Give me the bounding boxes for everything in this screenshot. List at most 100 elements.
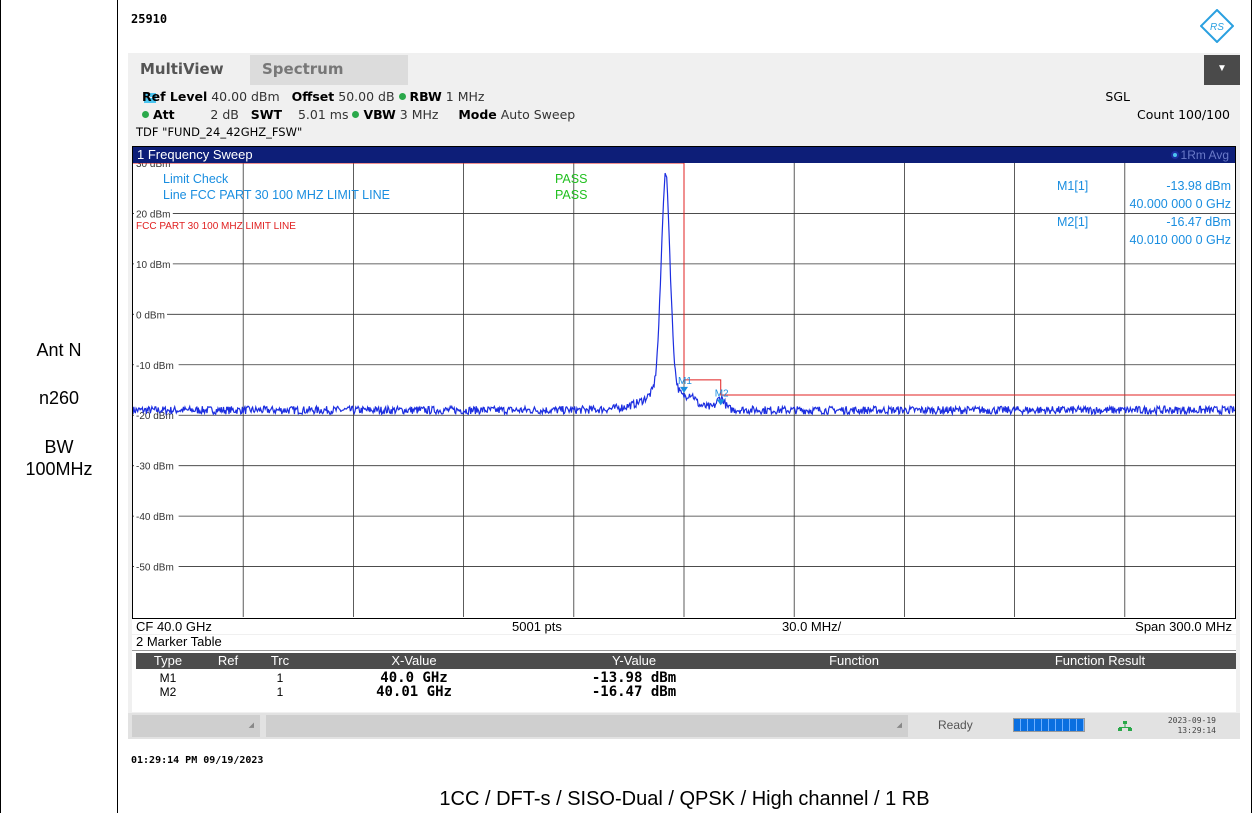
row-x-value: 40.0 GHz — [380, 670, 448, 686]
y-tick-label-background — [134, 207, 173, 220]
att-status-dot — [142, 111, 149, 118]
spectrum-plot[interactable]: 30 dBm 20 dBm 10 dBm 0 dBm -10 dBm -20 dBm -30… — [133, 163, 1235, 633]
att-label: Att — [153, 107, 175, 122]
ref-level-label: Ref Level — [142, 89, 208, 104]
offset-value: 50.00 dB — [338, 89, 395, 104]
y-tick-label-background — [134, 409, 179, 422]
limit-check-result: PASS — [555, 172, 587, 186]
y-tick-label: 10 dBm — [136, 260, 170, 271]
marker2-info-frequency: 40.010 000 0 GHz — [1130, 233, 1231, 247]
frequency-per-division: 30.0 MHz/ — [782, 619, 842, 634]
y-axis-ticks: 30 dBm 20 dBm 10 dBm 0 dBm -10 dBm -20 dBm -30… — [134, 163, 179, 574]
ref-level-value: 40.00 dBm — [211, 89, 280, 104]
header-x-value: X-Value — [391, 653, 437, 668]
header-y-value: Y-Value — [611, 653, 657, 668]
swt-value: 5.01 ms — [297, 107, 349, 122]
offset-label: Offset — [291, 89, 335, 104]
vbw-status-dot — [352, 111, 360, 118]
sweep-title-bar: 1 Frequency Sweep 1Rm Avg — [133, 147, 1235, 163]
row-y-value: -13.98 dBm — [591, 670, 677, 686]
resize-icon: ◢ — [248, 722, 254, 729]
header-trc: Trc — [270, 653, 290, 668]
rbw-status-dot — [398, 93, 406, 100]
status-bar: ◢ ◢ Ready 2023-09-19 13:29:14 — [128, 713, 1240, 739]
tab-multiview[interactable]: MultiView — [128, 55, 250, 103]
vbw-value: 3 MHz — [399, 107, 439, 122]
marker1-info-level: -13.98 dBm — [1166, 179, 1231, 193]
params-row-1: Ref Level 40.00 dBm Offset 50.00 dB RBW … — [142, 89, 484, 104]
frequency-span: Span 300.0 MHz — [1135, 619, 1232, 634]
resize-icon: ◢ — [896, 722, 902, 729]
status-field-left[interactable]: ◢ — [132, 715, 260, 737]
capture-timestamp: 01:29:14 PM 09/19/2023 — [131, 755, 264, 766]
limit-check-label: Limit Check — [163, 172, 229, 186]
measurement-parameters: Ref Level 40.00 dBm Offset 50.00 dB RBW … — [128, 85, 1240, 149]
instrument-id: 25910 — [131, 12, 168, 26]
left-label-column — [0, 0, 118, 813]
row-type: M1 — [159, 671, 177, 685]
limit-line-check-label: Line FCC PART 30 100 MHZ LIMIT LINE — [163, 188, 390, 202]
att-value: 2 dB — [210, 107, 239, 122]
row-y-value: -16.47 dBm — [591, 684, 677, 700]
sgl-indicator: SGL — [1105, 89, 1130, 104]
marker-m1-icon — [680, 386, 688, 393]
antenna-label: Ant N — [36, 340, 82, 360]
sweep-footer: CF 40.0 GHz 5001 pts 30.0 MHz/ Span 300.… — [132, 618, 1236, 634]
marker-table-header: Type Ref Trc X-Value Y-Value Function Fu… — [136, 653, 1236, 669]
marker-table-title: 2 Marker Table — [132, 635, 1236, 651]
multiview-icon — [144, 93, 156, 103]
vbw-label: VBW — [363, 107, 396, 122]
row-x-value: 40.01 GHz — [376, 684, 452, 700]
sweep-count: Count 100/100 — [1136, 107, 1230, 122]
status-date: 2023-09-19 — [1167, 716, 1216, 725]
status-datetime: 2023-09-19 13:29:14 — [1140, 716, 1216, 736]
status-time: 13:29:14 — [1177, 726, 1216, 735]
trace-indicator: 1Rm Avg — [1170, 147, 1229, 163]
y-tick-label-background — [134, 459, 179, 472]
y-tick-label-background — [134, 257, 173, 270]
limit-line-check-result: PASS — [555, 188, 587, 202]
header-ref: Ref — [217, 653, 239, 668]
sweep-title: 1 Frequency Sweep — [137, 147, 253, 162]
header-function-result: Function Result — [1054, 653, 1146, 668]
marker1-info-frequency: 40.000 000 0 GHz — [1130, 197, 1231, 211]
status-field-message[interactable]: ◢ — [266, 715, 908, 737]
bandwidth-label-line2: 100MHz — [25, 459, 93, 479]
rbw-value: 1 MHz — [445, 89, 485, 104]
y-tick-label: 30 dBm — [136, 163, 170, 170]
marker2-info-label: M2[1] — [1057, 215, 1088, 229]
marker-m1-label: M1 — [678, 376, 692, 387]
row-type: M2 — [159, 685, 177, 699]
marker-m2-label: M2 — [715, 388, 729, 399]
marker-m2-icon — [716, 399, 725, 406]
bandwidth-label-line1: BW — [44, 437, 74, 457]
center-frequency: CF 40.0 GHz — [136, 619, 212, 634]
markers: M1 M2 — [678, 376, 729, 406]
header-type: Type — [153, 653, 183, 668]
limit-line — [133, 163, 1235, 396]
mode-label: Mode — [458, 107, 497, 122]
svg-text:RS: RS — [1210, 22, 1224, 33]
tab-bar: MultiView Spectrum ▼ — [128, 53, 1240, 103]
y-tick-label: -10 dBm — [136, 361, 174, 372]
frequency-sweep-window[interactable]: 1 Frequency Sweep 1Rm Avg 30 dBm 20 dBm 10… — [132, 146, 1236, 633]
band-label: n260 — [38, 388, 80, 408]
params-row-2: Att 2 dB SWT 5.01 ms VBW 3 MHz Mode Auto… — [142, 107, 575, 122]
transducer-label: TDF "FUND_24_42GHZ_FSW" — [136, 125, 303, 139]
menu-dropdown-button[interactable]: ▼ — [1204, 55, 1240, 85]
y-tick-label-background — [134, 560, 179, 573]
header-function: Function — [829, 653, 879, 668]
table-row: M2 1 40.01 GHz -16.47 dBm — [136, 685, 1236, 699]
tab-spectrum[interactable]: Spectrum — [250, 55, 408, 85]
y-tick-label: -30 dBm — [136, 462, 174, 473]
y-tick-label: -50 dBm — [136, 563, 174, 574]
chevron-down-icon: ▼ — [1217, 63, 1227, 74]
marker-table: 2 Marker Table Type Ref Trc X-Value Y-Va… — [132, 635, 1236, 712]
spectrum-analyzer-window: MultiView Spectrum ▼ Ref Level 40.00 dBm… — [128, 53, 1240, 739]
y-tick-label-background — [134, 308, 167, 321]
y-tick-label-background — [134, 510, 179, 523]
y-tick-label: -20 dBm — [136, 411, 174, 422]
y-tick-label: 20 dBm — [136, 209, 170, 220]
trace-mode-label: 1Rm Avg — [1180, 148, 1229, 162]
sweep-points: 5001 pts — [512, 619, 562, 634]
